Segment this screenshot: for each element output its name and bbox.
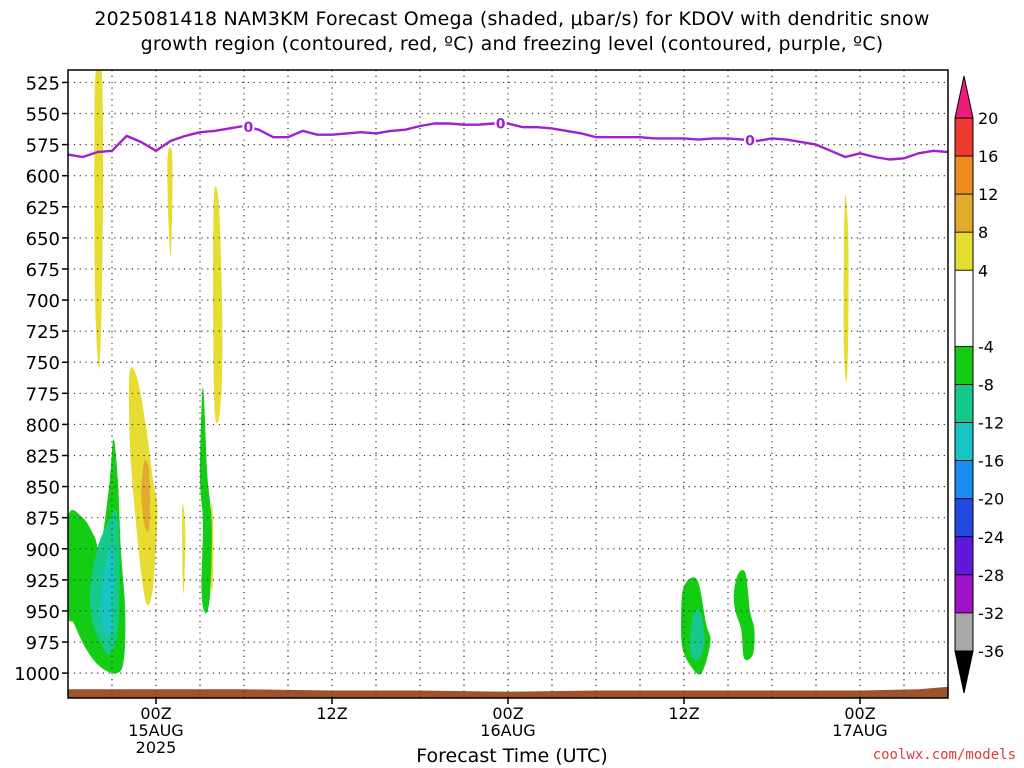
y-tick-label-550: 550 <box>26 105 60 126</box>
omega-region-0 <box>94 70 104 370</box>
colorbar-label-7: -12 <box>978 414 1004 433</box>
colorbar-band-11 <box>954 574 974 614</box>
colorbar-frame <box>954 117 974 652</box>
colorbar-label-2: 12 <box>978 185 998 204</box>
chart-title-line-2: growth region (contoured, red, ºC) and f… <box>140 33 884 55</box>
freezing-label-bg-0 <box>242 118 255 137</box>
colorbar-label-6: -8 <box>978 376 994 395</box>
colorbar-label-8: -16 <box>978 452 1004 471</box>
colorbar-band-5 <box>954 346 974 385</box>
freezing-label-bg-2 <box>744 131 756 150</box>
y-tick-label-825: 825 <box>26 447 60 468</box>
y-tick-label-875: 875 <box>26 509 60 530</box>
colorbar-label-12: -32 <box>978 604 1004 623</box>
colorbar-band-0 <box>954 117 974 157</box>
colorbar: 20 16 12 8 4 -4 -8 -12 -16 -20 -24 -28 -32 -36 <box>954 75 1004 694</box>
y-tick-label-725: 725 <box>26 322 60 343</box>
grid-layer <box>68 70 948 698</box>
colorbar-label-9: -20 <box>978 490 1004 509</box>
x-tick-label-4-0: 00Z <box>844 704 875 723</box>
freezing-level-label-1: 0 <box>496 116 506 132</box>
omega-region-13 <box>689 609 705 661</box>
y-tick-label-525: 525 <box>26 73 60 94</box>
surface-layer <box>68 686 948 698</box>
y-tick-label-975: 975 <box>26 633 60 654</box>
colorbar-band-2 <box>954 193 974 233</box>
freezing-level-line <box>67 122 949 161</box>
surface-ground <box>68 686 948 698</box>
x-axis-label: Forecast Time (UTC) <box>416 745 608 767</box>
x-tick-label-0-0: 00Z <box>140 704 171 723</box>
colorbar-label-3: 8 <box>978 223 988 242</box>
colorbar-label-13: -36 <box>978 642 1004 661</box>
omega-region-7 <box>182 503 186 594</box>
omega-region-14 <box>733 570 755 661</box>
y-tick-label-900: 900 <box>26 540 60 561</box>
freezing-label-bg-1 <box>494 114 507 133</box>
y-tick-label-800: 800 <box>26 415 60 436</box>
colorbar-label-10: -24 <box>978 528 1004 547</box>
credit-text: coolwx.com/models <box>872 747 1016 763</box>
colorbar-label-5: -4 <box>978 337 994 356</box>
y-tick-label-925: 925 <box>26 571 60 592</box>
colorbar-band-12 <box>954 612 974 652</box>
x-tick-label-2-0: 00Z <box>492 704 523 723</box>
omega-region-2 <box>213 186 223 424</box>
colorbar-label-4: 4 <box>978 261 988 280</box>
colorbar-top-triangle <box>954 75 974 119</box>
colorbar-label-11: -28 <box>978 566 1004 585</box>
colorbar-band-4 <box>954 269 974 347</box>
y-tick-label-650: 650 <box>26 229 60 250</box>
colorbar-band-1 <box>954 155 974 195</box>
y-tick-label-750: 750 <box>26 353 60 374</box>
y-tick-label-625: 625 <box>26 198 60 219</box>
y-tick-label-950: 950 <box>26 602 60 623</box>
axes-layer: 525 550 575 600 625 650 675 700 725 750 775 800 825 8… <box>14 69 949 757</box>
x-tick-label-2-1: 16AUG <box>480 721 535 740</box>
x-tick-label-1-0: 12Z <box>316 704 347 723</box>
colorbar-band-8 <box>954 460 974 500</box>
freezing-level-label-0: 0 <box>244 120 254 136</box>
colorbar-band-6 <box>954 384 974 423</box>
colorbar-bottom-triangle <box>954 650 974 694</box>
freezing-level-layer: 0 0 0 <box>67 114 949 161</box>
y-tick-label-1000: 1000 <box>14 664 60 685</box>
colorbar-label-1: 16 <box>978 147 998 166</box>
colorbar-band-3 <box>954 231 974 271</box>
y-tick-label-575: 575 <box>26 136 60 157</box>
omega-region-11 <box>200 387 212 614</box>
omega-shading-layer <box>68 70 849 675</box>
chart-title-line-1: 2025081418 NAM3KM Forecast Omega (shaded… <box>94 8 930 30</box>
freezing-level-label-2: 0 <box>745 133 755 149</box>
x-tick-label-0-2: 2025 <box>136 738 177 757</box>
omega-region-10 <box>100 543 114 638</box>
omega-region-6 <box>843 194 849 382</box>
y-tick-label-700: 700 <box>26 291 60 312</box>
y-tick-label-675: 675 <box>26 260 60 281</box>
y-tick-label-775: 775 <box>26 384 60 405</box>
colorbar-label-0: 20 <box>978 109 998 128</box>
y-tick-label-850: 850 <box>26 478 60 499</box>
x-tick-label-4-1: 17AUG <box>832 721 887 740</box>
y-tick-label-600: 600 <box>26 167 60 188</box>
omega-region-1 <box>167 147 173 258</box>
omega-region-4 <box>141 460 151 532</box>
colorbar-band-9 <box>954 498 974 538</box>
colorbar-band-10 <box>954 536 974 576</box>
x-tick-label-0-1: 15AUG <box>128 721 183 740</box>
colorbar-band-7 <box>954 422 974 462</box>
x-tick-label-3-0: 12Z <box>668 704 699 723</box>
